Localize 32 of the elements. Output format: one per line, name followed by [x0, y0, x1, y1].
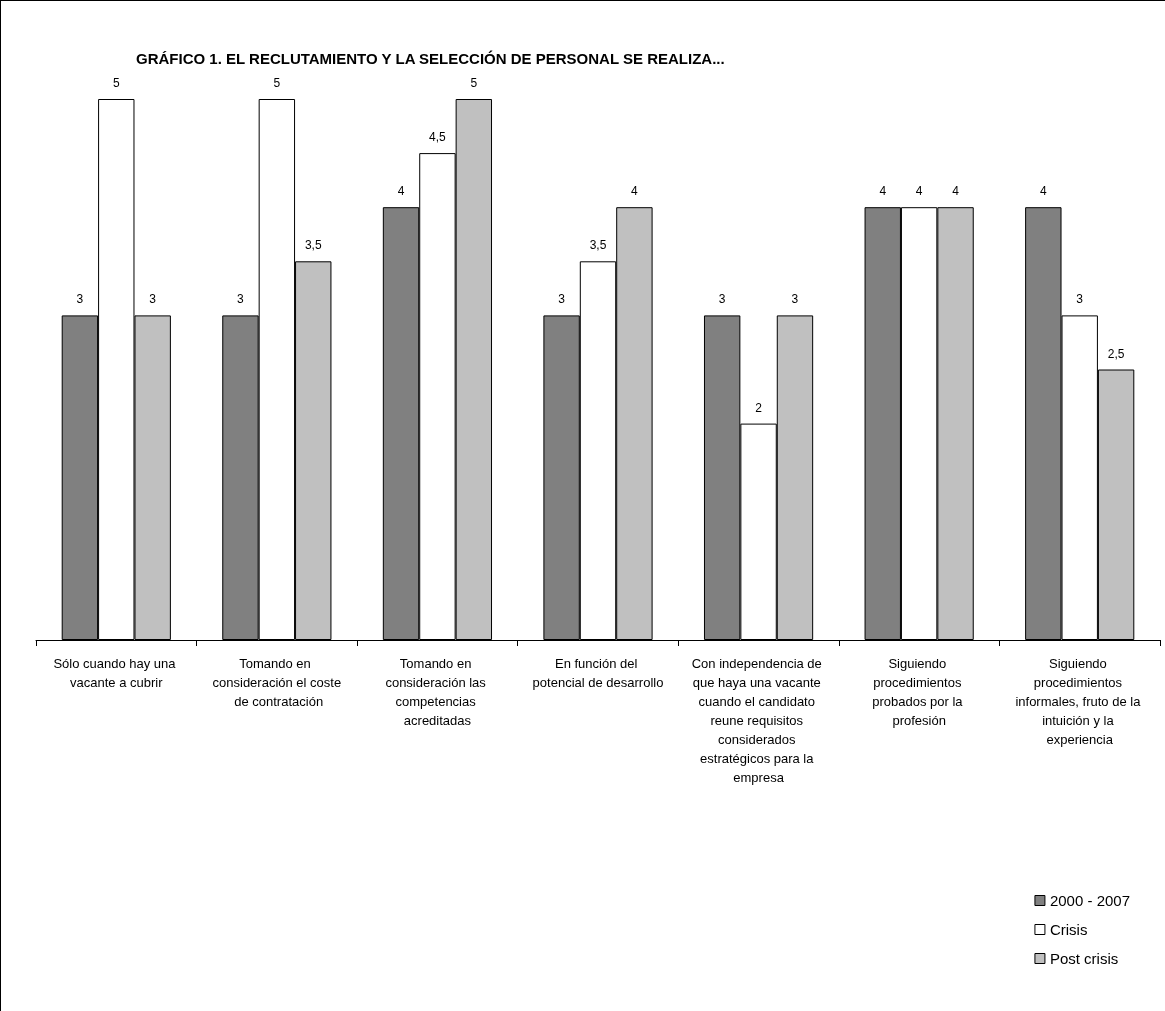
- data-label: 3: [149, 292, 157, 307]
- data-label: 2,5: [1107, 346, 1125, 361]
- data-label: 5: [273, 76, 281, 90]
- x-tick-label: Sólo cuando hay una vacante a cubrir: [53, 656, 180, 690]
- x-tick-label: En función del potencial de desarrollo: [532, 656, 664, 690]
- x-tick-label: Tomando en consideración las competencias acreditadas: [385, 656, 490, 728]
- data-label: 4: [915, 184, 923, 199]
- legend-label: Crisis: [1049, 921, 1088, 938]
- data-label: 4: [952, 184, 960, 199]
- data-label: 4: [631, 184, 639, 199]
- x-tick-label: Siguiendo procedimientos probados por la profesión: [872, 656, 967, 728]
- legend-label: Post crisis: [1049, 950, 1119, 967]
- data-label: 5: [470, 76, 478, 90]
- data-label: 3,5: [589, 238, 607, 253]
- data-label: 3: [558, 292, 566, 307]
- data-label: 4,5: [429, 130, 447, 145]
- chart-title: GRÁFICO 1. EL RECLUTAMIENTO Y LA SELECCIÓN DE PERSONAL SE REALIZA...: [136, 50, 725, 67]
- data-label: 3: [718, 292, 726, 307]
- x-tick-label: Tomando en consideración el coste de contratación: [212, 656, 342, 709]
- data-label: 3,5: [304, 238, 322, 253]
- x-tick-label: Siguiendo procedimientos informales, fruto de la intuición y la experiencia: [1015, 656, 1145, 747]
- data-label: 3: [237, 292, 245, 307]
- data-label: 2: [755, 400, 763, 415]
- data-label: 4: [397, 184, 405, 199]
- data-label: 3: [791, 292, 799, 307]
- legend-label: 2000 - 2007: [1049, 892, 1131, 909]
- data-label: 3: [76, 292, 84, 307]
- x-tick-label: Con independencia de que haya una vacante cuando el candidato reune requisitos considerados estratégicos para la empresa: [691, 656, 826, 785]
- data-label: 5: [112, 76, 120, 90]
- data-label: 3: [1076, 292, 1084, 307]
- data-label: 4: [879, 184, 887, 199]
- data-label: 4: [1039, 184, 1047, 199]
